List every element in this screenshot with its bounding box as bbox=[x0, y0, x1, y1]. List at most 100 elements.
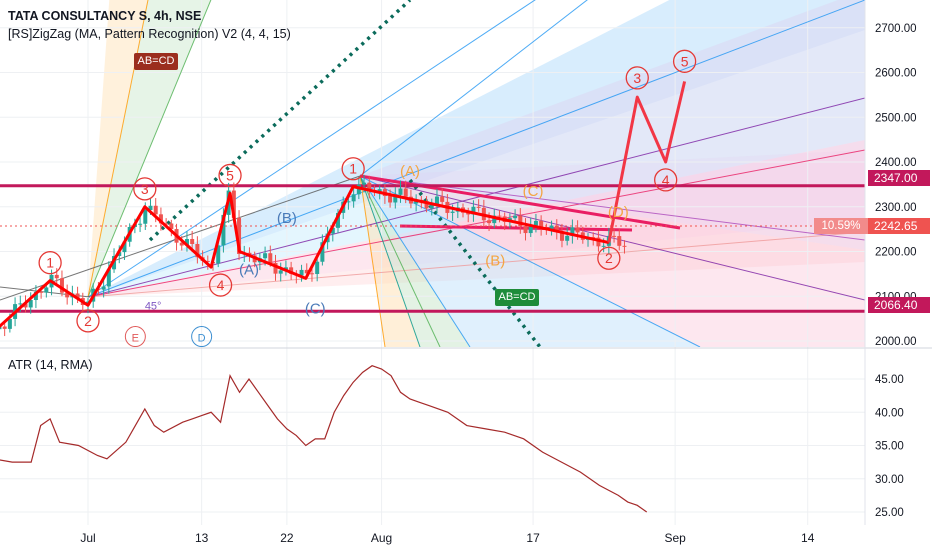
candle-body bbox=[179, 242, 184, 246]
wave-label: 1 bbox=[46, 255, 54, 271]
x-tick-label: Jul bbox=[80, 531, 95, 545]
candle-body bbox=[164, 223, 169, 225]
fan-line bbox=[359, 0, 588, 177]
candle-body bbox=[304, 269, 309, 274]
candle-body bbox=[367, 182, 372, 192]
candle-body bbox=[54, 274, 59, 279]
candle-body bbox=[117, 252, 122, 257]
candle-body bbox=[528, 225, 533, 234]
candle-body bbox=[388, 196, 393, 203]
candle-body bbox=[450, 211, 455, 213]
fan-line bbox=[359, 175, 471, 347]
atr-title: ATR (14, RMA) bbox=[8, 358, 93, 372]
candle-body bbox=[2, 326, 7, 329]
atr-pane bbox=[0, 365, 648, 513]
wave-label-circle bbox=[341, 157, 365, 181]
wave-label-circle bbox=[625, 66, 649, 90]
candle-body bbox=[7, 318, 12, 329]
candle-body bbox=[601, 245, 606, 247]
candle-body bbox=[596, 237, 601, 247]
wave-label-circle bbox=[654, 168, 678, 192]
symbol-title: TATA CONSULTANCY S, 4h, NSE bbox=[8, 9, 202, 23]
candle-body bbox=[523, 226, 528, 234]
candle-body bbox=[346, 201, 351, 203]
angle-label: 45° bbox=[145, 301, 162, 313]
candle-body bbox=[466, 212, 471, 215]
candle-body bbox=[351, 194, 356, 202]
candle-body bbox=[263, 253, 268, 259]
wave-label: 4 bbox=[662, 172, 670, 188]
candle-body bbox=[268, 253, 273, 263]
level-tag-lower: 2066.40 bbox=[868, 297, 930, 313]
wave-label: 5 bbox=[226, 167, 234, 183]
candle-body bbox=[39, 291, 44, 293]
candle-body bbox=[184, 239, 189, 246]
y-tick-label: 2700.00 bbox=[875, 23, 917, 35]
candle-body bbox=[377, 189, 382, 193]
fan-line bbox=[359, 175, 421, 347]
wave-label-circle bbox=[208, 273, 233, 297]
candle-body bbox=[169, 223, 174, 230]
candle-body bbox=[336, 212, 341, 228]
candle-body bbox=[403, 188, 408, 197]
candle-body bbox=[549, 225, 554, 230]
y-tick-label: 2500.00 bbox=[875, 112, 917, 124]
fan-line bbox=[87, 97, 865, 298]
candle-body bbox=[492, 215, 497, 224]
wave-labels: 1 2 3 4 5 1 2 3 4 5 (B) (A) (C) (A) (C) (B) (D) E D 45° bbox=[38, 49, 697, 347]
x-tick-label: 13 bbox=[195, 531, 209, 545]
candle-body bbox=[138, 223, 143, 225]
ab-cd-badge-top: AB=CD bbox=[134, 53, 178, 70]
pattern-label: (B) bbox=[277, 210, 297, 227]
candle-body bbox=[143, 210, 148, 224]
candle-body bbox=[273, 262, 278, 274]
pattern-label: (A) bbox=[400, 163, 420, 180]
candle-body bbox=[565, 235, 570, 241]
candle-body bbox=[356, 184, 361, 195]
wave-label: 5 bbox=[681, 53, 689, 69]
price-levels bbox=[0, 184, 865, 313]
fan-line bbox=[87, 0, 212, 298]
fan-zones bbox=[88, 0, 865, 347]
wave-label: 2 bbox=[84, 313, 92, 329]
atr-y-tick-label: 30.00 bbox=[875, 474, 904, 486]
wave-label-circle bbox=[672, 49, 697, 73]
wave-label-circle bbox=[597, 246, 621, 270]
candle-body bbox=[18, 303, 23, 305]
current-price-tag: 2242.65 bbox=[868, 218, 930, 234]
fan-line bbox=[359, 175, 441, 347]
atr-y-tick-label: 35.00 bbox=[875, 441, 904, 453]
candle-body bbox=[190, 239, 195, 244]
candle-body bbox=[570, 227, 575, 236]
wave-label: 2 bbox=[605, 250, 613, 266]
candle-body bbox=[28, 299, 33, 308]
fan-line bbox=[87, 231, 865, 298]
candle-body bbox=[487, 220, 492, 224]
y-tick-label: 2200.00 bbox=[875, 247, 917, 259]
y-tick-label: 2300.00 bbox=[875, 202, 917, 214]
candle-body bbox=[440, 196, 445, 202]
candle-body bbox=[320, 242, 325, 262]
x-tick-label: Sep bbox=[664, 531, 686, 545]
candle-body bbox=[533, 220, 538, 226]
wave-label-circle bbox=[218, 163, 242, 188]
candle-body bbox=[429, 205, 434, 209]
candle-body bbox=[44, 287, 49, 293]
candle-body bbox=[497, 215, 502, 217]
candle-body bbox=[518, 215, 523, 227]
projection-line bbox=[607, 81, 687, 243]
candle-body bbox=[622, 245, 627, 247]
atr-y-tick-label: 40.00 bbox=[875, 407, 904, 419]
fan-line bbox=[87, 149, 865, 298]
pattern-label: E bbox=[132, 333, 139, 345]
y-tick-label: 2000.00 bbox=[875, 336, 917, 348]
candle-body bbox=[65, 292, 70, 298]
dotted-trend-line bbox=[148, 0, 412, 242]
indicator-title: [RS]ZigZag (MA, Pattern Recognition) V2 … bbox=[8, 27, 291, 41]
candle-body bbox=[153, 205, 158, 215]
candle-body bbox=[559, 231, 564, 241]
atr-y-tick-label: 25.00 bbox=[875, 507, 904, 519]
y-tick-label: 2400.00 bbox=[875, 157, 917, 169]
candle-body bbox=[221, 214, 226, 246]
